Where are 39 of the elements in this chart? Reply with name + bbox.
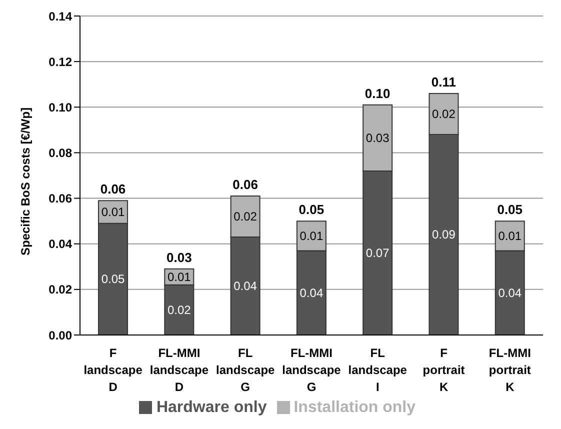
total-label: 0.06: [232, 177, 258, 192]
data-label: 0.07: [366, 246, 390, 260]
data-label: 0.02: [234, 210, 258, 224]
data-label: 0.02: [167, 302, 192, 317]
x-tick-label: FL-MMI landscape D: [150, 346, 209, 394]
y-tick-label: 0.00: [48, 328, 72, 342]
y-tick-label: 0.10: [48, 100, 72, 114]
x-tick-label: FL landscape I: [348, 346, 408, 394]
x-tick-label: FL landscape G: [216, 346, 276, 394]
total-label: 0.03: [166, 250, 192, 265]
data-label: 0.04: [234, 279, 258, 294]
data-label: 0.04: [498, 286, 522, 300]
x-tick-label: FL-MMI landscape G: [282, 346, 342, 394]
data-label: 0.02: [432, 106, 456, 121]
total-label: 0.11: [431, 74, 456, 90]
total-label: 0.05: [497, 202, 523, 218]
data-label: 0.05: [101, 272, 126, 286]
y-tick-label: 0.02: [48, 282, 72, 297]
y-tick-label: 0.14: [48, 9, 72, 24]
y-tick-label: 0.08: [48, 146, 72, 160]
y-tick-label: 0.06: [48, 192, 72, 206]
total-label: 0.10: [364, 86, 390, 101]
x-tick-label: F portrait K: [422, 346, 465, 394]
y-tick-label: 0.04: [48, 237, 72, 252]
data-label: 0.01: [300, 228, 324, 243]
x-tick-label: F landscape D: [84, 346, 143, 394]
y-tick-label: 0.12: [48, 54, 72, 69]
x-tick-label: FL-MMI portrait K: [488, 346, 531, 394]
data-label: 0.01: [167, 270, 192, 284]
data-label: 0.01: [101, 204, 126, 219]
data-label: 0.09: [432, 228, 456, 242]
data-label: 0.04: [300, 286, 324, 300]
legend-label: Installation only: [294, 399, 416, 416]
total-label: 0.05: [298, 202, 324, 218]
legend-label: Hardware only: [156, 399, 267, 416]
data-label: 0.01: [498, 228, 522, 243]
y-axis-title: Specific BoS costs [€/Wp]: [18, 107, 32, 256]
total-label: 0.06: [100, 182, 126, 197]
data-label: 0.03: [366, 130, 390, 145]
